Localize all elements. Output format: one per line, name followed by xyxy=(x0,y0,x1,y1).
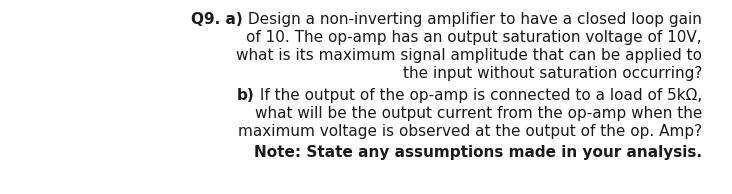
Text: Q9. a): Q9. a) xyxy=(191,12,243,27)
Text: maximum voltage is observed at the output of the op. Amp?: maximum voltage is observed at the outpu… xyxy=(238,124,702,139)
Text: what is its maximum signal amplitude that can be applied to: what is its maximum signal amplitude tha… xyxy=(236,48,702,63)
Text: of 10. The op-amp has an output saturation voltage of 10V,: of 10. The op-amp has an output saturati… xyxy=(247,30,702,45)
Text: Note: State any assumptions made in your analysis.: Note: State any assumptions made in your… xyxy=(254,145,702,160)
Text: If the output of the op-amp is connected to a load of 5kΩ,: If the output of the op-amp is connected… xyxy=(255,88,702,103)
Text: Design a non-inverting amplifier to have a closed loop gain: Design a non-inverting amplifier to have… xyxy=(243,12,702,27)
Text: what will be the output current from the op-amp when the: what will be the output current from the… xyxy=(255,106,702,121)
Text: b): b) xyxy=(237,88,255,103)
Text: the input without saturation occurring?: the input without saturation occurring? xyxy=(403,66,702,81)
